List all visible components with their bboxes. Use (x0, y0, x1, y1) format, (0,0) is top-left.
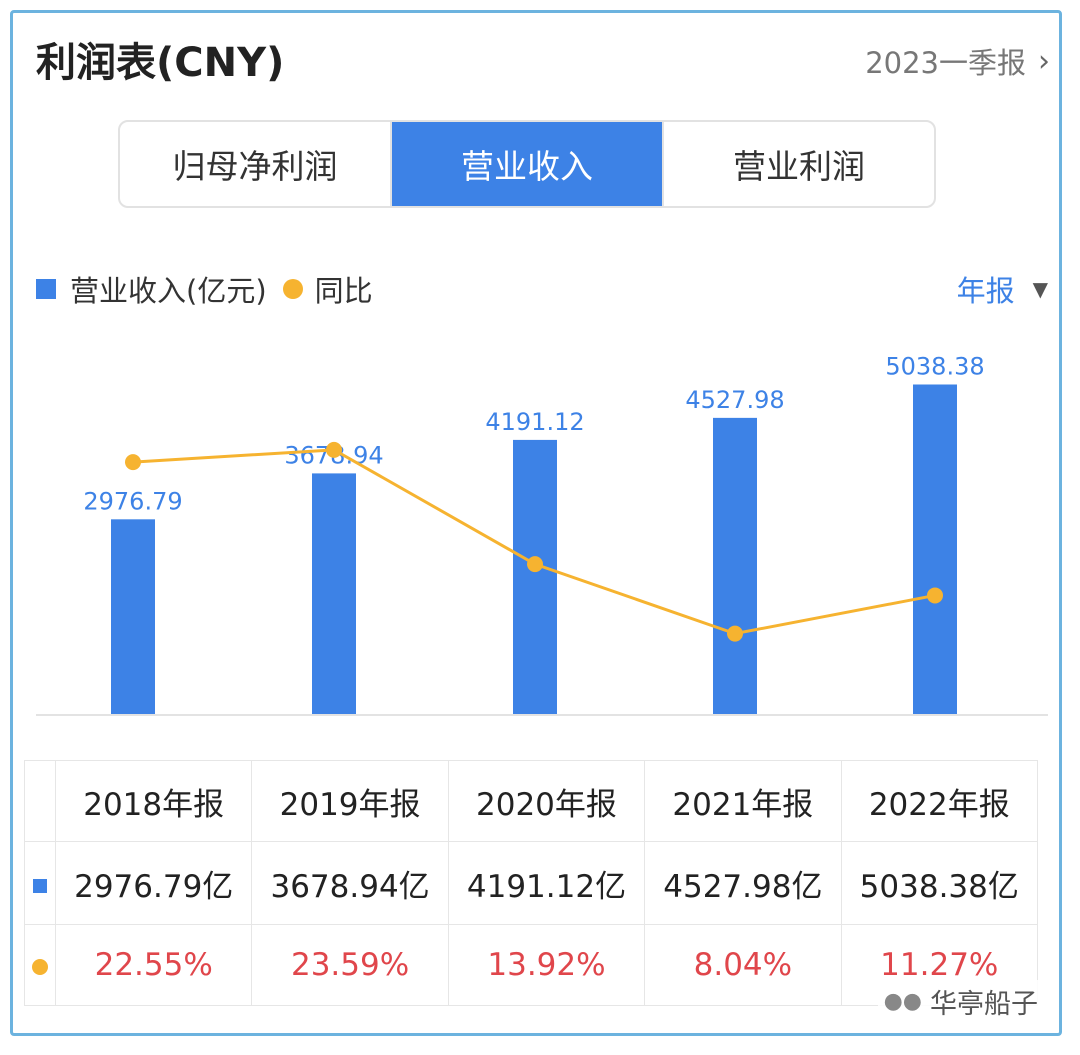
legend-bar-label: 营业收入(亿元) (70, 274, 267, 308)
revenue-bar[interactable] (111, 519, 155, 714)
table-cell-revenue: 5038.38亿 (840, 841, 1039, 925)
revenue-bar[interactable] (713, 417, 757, 714)
revenue-bar[interactable] (513, 439, 557, 714)
table-cell-yoy: 23.59% (251, 924, 449, 1006)
blue-square-icon (33, 879, 47, 893)
legend-bar-swatch (36, 279, 56, 299)
table-header-cell: 2019年报 (251, 760, 449, 842)
watermark-text: 华亭船子 (930, 989, 1038, 1020)
frequency-label: 年报 (956, 274, 1015, 308)
table-header-cell: 2021年报 (644, 760, 842, 842)
table-cell-yoy: 22.55% (54, 924, 253, 1006)
revenue-row-marker (24, 841, 56, 925)
tab-operating-profit[interactable]: 营业利润 (662, 122, 934, 206)
table-header-row: 2018年报 2019年报 2020年报 2021年报 2022年报 (24, 760, 1039, 842)
yoy-point[interactable] (326, 441, 342, 458)
yoy-row-marker (24, 924, 56, 1006)
report-period-selector[interactable]: 2023一季报 › (865, 40, 1050, 82)
bar-value-label: 5038.38 (885, 352, 984, 380)
table-header-cell: 2018年报 (54, 760, 253, 842)
bar-value-label: 4527.98 (685, 386, 784, 414)
wechat-icon: ●● (883, 989, 922, 1014)
table-cell-revenue: 4191.12亿 (447, 841, 646, 925)
frequency-dropdown[interactable]: 年报 ▼ (957, 268, 1048, 310)
legend-line-swatch (282, 279, 303, 299)
bar-value-label: 2976.79 (83, 487, 182, 515)
table-cell-revenue: 4527.98亿 (644, 841, 842, 925)
tab-operating-revenue[interactable]: 营业收入 (390, 122, 662, 206)
page-title: 利润表(CNY) (36, 40, 285, 86)
triangle-down-icon: ▼ (1032, 277, 1048, 301)
legend-line-label: 同比 (314, 274, 373, 308)
yoy-point[interactable] (927, 587, 943, 604)
yoy-point[interactable] (125, 454, 141, 471)
table-header-cell: 2022年报 (840, 760, 1039, 842)
revenue-bar[interactable] (312, 473, 356, 714)
yoy-point[interactable] (527, 556, 543, 573)
table-cell-yoy: 13.92% (447, 924, 646, 1006)
yoy-point[interactable] (727, 625, 743, 642)
watermark: ●● 华亭船子 (877, 980, 1044, 1023)
chart-legend: 营业收入(亿元) 同比 (36, 268, 373, 310)
table-row-revenue: 2976.79亿 3678.94亿 4191.12亿 4527.98亿 5038… (24, 841, 1039, 925)
bar-value-label: 4191.12 (485, 408, 584, 436)
table-cell-yoy: 8.04% (644, 924, 842, 1006)
orange-dot-icon (32, 959, 48, 975)
data-table: 2018年报 2019年报 2020年报 2021年报 2022年报 2976.… (24, 760, 1039, 1006)
table-cell-revenue: 3678.94亿 (251, 841, 449, 925)
chevron-right-icon: › (1038, 43, 1050, 79)
table-cell-revenue: 2976.79亿 (54, 841, 253, 925)
metric-tabs: 归母净利润 营业收入 营业利润 (118, 120, 936, 208)
report-period-label: 2023一季报 (865, 46, 1026, 80)
table-corner-cell (24, 760, 56, 842)
tab-net-profit-attributable[interactable]: 归母净利润 (172, 147, 338, 186)
table-header-cell: 2020年报 (447, 760, 646, 842)
table-row-yoy: 22.55% 23.59% 13.92% 8.04% 11.27% (24, 924, 1039, 1006)
revenue-bar[interactable] (913, 384, 957, 714)
